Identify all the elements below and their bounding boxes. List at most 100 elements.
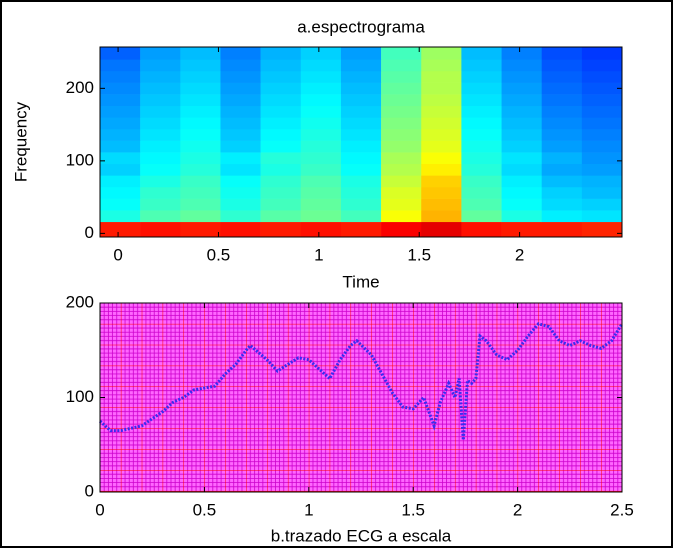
- heatmap-cell: [581, 105, 623, 118]
- heatmap-cell: [220, 186, 261, 199]
- heatmap-cell: [340, 152, 382, 165]
- heatmap-cell: [140, 152, 181, 165]
- heatmap-cell: [501, 140, 542, 153]
- heatmap-cell: [461, 82, 502, 95]
- heatmap-cell: [461, 70, 502, 83]
- heatmap-cell: [581, 175, 623, 188]
- heatmap-cell: [100, 175, 141, 188]
- heatmap-cell: [501, 186, 542, 199]
- heatmap-cell: [220, 198, 261, 211]
- x-tick-label: 2.5: [610, 500, 634, 519]
- heatmap-cell: [260, 117, 302, 130]
- y-tick-label: 0: [85, 223, 94, 242]
- heatmap-cell: [381, 128, 422, 141]
- heatmap-cell: [220, 82, 261, 95]
- heatmap-cell: [581, 82, 623, 95]
- heatmap-cell: [421, 128, 462, 141]
- heatmap-cell: [100, 152, 141, 165]
- heatmap-cell: [260, 59, 302, 72]
- heatmap-cell: [421, 117, 462, 130]
- heatmap-cell: [100, 221, 141, 238]
- heatmap-cell: [421, 163, 462, 176]
- heatmap-cell: [300, 82, 342, 95]
- heatmap-cell: [180, 175, 221, 188]
- heatmap-cell: [100, 105, 141, 118]
- heatmap-cell: [300, 152, 342, 165]
- heatmap-cell: [421, 59, 462, 72]
- heatmap-cell: [180, 210, 221, 223]
- heatmap-cell: [421, 82, 462, 95]
- heatmap-cell: [340, 47, 382, 60]
- heatmap-cell: [340, 105, 382, 118]
- heatmap-cell: [421, 221, 462, 238]
- heatmap-cell: [300, 221, 342, 238]
- heatmap-cell: [541, 163, 583, 176]
- heatmap-cell: [381, 82, 422, 95]
- heatmap-cell: [260, 105, 302, 118]
- heatmap-cell: [140, 70, 181, 83]
- heatmap-cell: [100, 198, 141, 211]
- x-tick-label: 0: [95, 500, 104, 519]
- heatmap-cell: [220, 163, 261, 176]
- heatmap-cell: [220, 210, 261, 223]
- heatmap-cell: [541, 221, 583, 238]
- heatmap-cell: [461, 175, 502, 188]
- heatmap-cell: [300, 70, 342, 83]
- heatmap-cell: [461, 94, 502, 107]
- heatmap-cell: [501, 221, 542, 238]
- heatmap-cell: [340, 140, 382, 153]
- heatmap-cell: [461, 59, 502, 72]
- heatmap-cell: [461, 105, 502, 118]
- heatmap-cell: [300, 186, 342, 199]
- heatmap-cell: [100, 186, 141, 199]
- heatmap-cell: [340, 70, 382, 83]
- heatmap-cell: [180, 82, 221, 95]
- heatmap-cell: [541, 47, 583, 60]
- heatmap-cell: [100, 117, 141, 130]
- y-tick-label: 200: [66, 78, 94, 97]
- heatmap-cell: [340, 175, 382, 188]
- heatmap-cell: [501, 152, 542, 165]
- heatmap-cell: [381, 198, 422, 211]
- x-tick-label: 1: [314, 245, 323, 264]
- y-tick-label: 100: [66, 387, 94, 406]
- heatmap-cell: [300, 117, 342, 130]
- heatmap-cell: [381, 210, 422, 223]
- heatmap-cell: [581, 47, 623, 60]
- heatmap-cell: [461, 117, 502, 130]
- heatmap-cell: [140, 175, 181, 188]
- x-tick-label: 0.5: [207, 245, 231, 264]
- heatmap-cell: [541, 186, 583, 199]
- heatmap-cell: [541, 59, 583, 72]
- heatmap-cell: [461, 221, 502, 238]
- heatmap-cell: [581, 140, 623, 153]
- heatmap-cell: [100, 70, 141, 83]
- x-axis-label: Time: [342, 272, 379, 291]
- heatmap-cell: [300, 210, 342, 223]
- heatmap-cell: [340, 210, 382, 223]
- heatmap-cell: [421, 70, 462, 83]
- x-tick-label: 1.5: [407, 245, 431, 264]
- heatmap-cell: [140, 59, 181, 72]
- heatmap-cell: [541, 198, 583, 211]
- heatmap-cell: [140, 210, 181, 223]
- heatmap-cell: [501, 128, 542, 141]
- heatmap-cell: [300, 140, 342, 153]
- heatmap-cell: [300, 105, 342, 118]
- heatmap-cell: [140, 198, 181, 211]
- heatmap-cell: [421, 47, 462, 60]
- heatmap-cell: [260, 140, 302, 153]
- heatmap-cell: [180, 152, 221, 165]
- heatmap-cell: [381, 186, 422, 199]
- heatmap-cell: [300, 175, 342, 188]
- heatmap-cell: [300, 94, 342, 107]
- heatmap-cell: [140, 163, 181, 176]
- heatmap-cell: [220, 175, 261, 188]
- ecg-line: [98, 322, 624, 441]
- heatmap-cell: [300, 47, 342, 60]
- heatmap-cell: [461, 198, 502, 211]
- heatmap-cell: [220, 47, 261, 60]
- heatmap-cell: [140, 105, 181, 118]
